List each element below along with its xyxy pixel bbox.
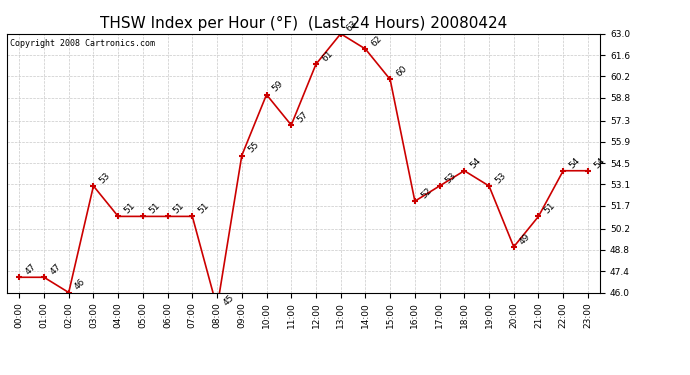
Text: 45: 45 [221, 292, 236, 307]
Text: 51: 51 [542, 201, 557, 216]
Text: 60: 60 [394, 64, 408, 79]
Text: 53: 53 [97, 171, 112, 185]
Text: 47: 47 [48, 262, 63, 276]
Text: 53: 53 [444, 171, 458, 185]
Text: Copyright 2008 Cartronics.com: Copyright 2008 Cartronics.com [10, 39, 155, 48]
Text: 59: 59 [270, 80, 285, 94]
Text: 51: 51 [147, 201, 161, 216]
Text: 62: 62 [370, 34, 384, 48]
Text: 57: 57 [295, 110, 310, 124]
Text: 51: 51 [122, 201, 137, 216]
Text: 63: 63 [345, 18, 359, 33]
Text: 54: 54 [592, 156, 607, 170]
Text: 54: 54 [469, 156, 483, 170]
Text: 54: 54 [567, 156, 582, 170]
Text: 46: 46 [73, 278, 88, 292]
Text: 51: 51 [172, 201, 186, 216]
Text: 61: 61 [320, 49, 335, 63]
Text: 53: 53 [493, 171, 508, 185]
Title: THSW Index per Hour (°F)  (Last 24 Hours) 20080424: THSW Index per Hour (°F) (Last 24 Hours)… [100, 16, 507, 31]
Text: 51: 51 [197, 201, 211, 216]
Text: 52: 52 [419, 186, 433, 200]
Text: 49: 49 [518, 232, 533, 246]
Text: 55: 55 [246, 140, 260, 155]
Text: 47: 47 [23, 262, 38, 276]
